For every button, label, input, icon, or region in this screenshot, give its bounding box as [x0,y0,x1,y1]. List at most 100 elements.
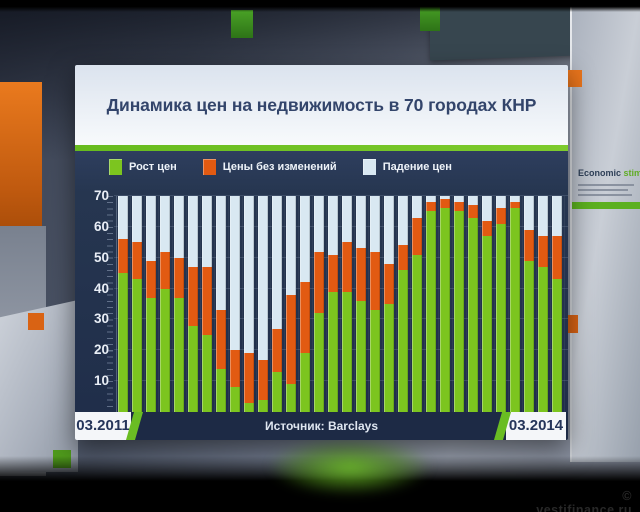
bar-segment-growth [496,223,506,412]
bar-segment-unchanged [146,260,156,298]
source-label: Источник: Barclays [264,419,378,433]
bar-segment-decline [216,196,226,311]
bar-segment-unchanged [482,220,492,237]
bar-segment-unchanged [188,266,198,326]
stacked-bar [118,196,128,412]
bar-segment-growth [426,211,436,412]
bar-segment-decline [230,196,240,351]
horizontal-gridline [114,195,568,196]
bar-segment-unchanged [468,205,478,218]
bar-segment-unchanged [286,294,296,385]
bg-orange-accent-left [28,313,44,330]
bar-segment-growth [146,297,156,412]
stacked-bar [412,196,422,412]
bar-segment-decline [286,196,296,295]
bar-segment-growth [440,208,450,412]
bg-right-panel-caption-accent: stimulus pa [623,168,640,178]
bar-segment-decline [118,196,128,240]
stacked-bar [384,196,394,412]
legend-item: Падение цен [362,159,452,175]
bar-segment-unchanged [202,266,212,335]
legend-swatch [362,159,376,175]
bar-segment-unchanged [552,236,562,280]
bar-segment-growth [118,273,128,412]
bar-segment-growth [468,217,478,412]
bar-segment-growth [132,279,142,412]
bar-segment-decline [552,196,562,237]
stacked-bar [132,196,142,412]
bar-segment-unchanged [216,310,226,369]
bar-segment-growth [482,236,492,412]
bar-segment-unchanged [118,239,128,274]
legend-label: Рост цен [129,161,177,173]
bg-right-panel-textline [578,184,634,186]
bar-segment-decline [510,196,520,203]
stacked-bar [370,196,380,412]
stacked-bar [454,196,464,412]
legend-label: Цены без изменений [222,161,337,173]
stacked-bar [440,196,450,412]
legend: Рост цен Цены без изменений Падение цен [109,159,478,175]
bar-segment-growth [552,279,562,412]
bg-right-panel-caption-primary: Economic [578,168,622,178]
y-axis-tick-label: 40 [93,280,109,296]
bar-segment-growth [202,334,212,412]
stacked-bar [398,196,408,412]
bar-segment-growth [510,208,520,412]
bar-segment-unchanged [160,251,170,289]
bar-segment-unchanged [342,242,352,292]
y-axis-tick-label: 20 [93,342,109,358]
stacked-bar [286,196,296,412]
legend-item: Цены без изменений [202,159,337,175]
bar-segment-unchanged [314,251,324,314]
bar-segment-growth [300,353,310,412]
stacked-bar [538,196,548,412]
bar-segment-unchanged [496,208,506,224]
bg-right-panel-textline [578,194,632,196]
horizontal-gridline [114,380,568,382]
bar-segment-decline [244,196,254,354]
bar-segment-decline [412,196,422,218]
bar-segment-unchanged [132,242,142,280]
horizontal-gridline [114,287,568,289]
bar-segment-growth [286,384,296,412]
stacked-bar [174,196,184,412]
stacked-bar [314,196,324,412]
stacked-bar [146,196,156,412]
bar-segment-growth [524,260,534,412]
bar-segment-growth [412,254,422,412]
stacked-bar [552,196,562,412]
bar-segment-growth [188,325,198,412]
bar-segment-growth [356,300,366,412]
chart-title: Динамика цен на недвижимость в 70 города… [106,94,537,115]
bar-segment-decline [300,196,310,283]
bar-segment-decline [342,196,352,243]
y-axis-tick-label: 50 [93,249,109,265]
chart-area: Рост цен Цены без изменений Падение цен 10… [75,151,568,412]
bar-segment-decline [454,196,464,203]
stacked-bar [356,196,366,412]
bar-segment-unchanged [300,282,310,354]
bar-segment-growth [384,304,394,412]
stacked-bar [426,196,436,412]
stacked-bar [342,196,352,412]
bar-segment-decline [496,196,506,209]
stacked-bar [468,196,478,412]
legend-swatch [202,159,216,175]
bg-right-panel-textline [578,189,628,191]
y-axis-minor-ticks [107,196,113,412]
bar-segment-decline [356,196,366,249]
bg-orange-panel-left [0,82,42,234]
bar-segment-growth [174,297,184,412]
bar-segment-growth [258,399,268,412]
stacked-bar [272,196,282,412]
bar-segment-decline [258,196,268,360]
stacked-bar [258,196,268,412]
bar-segment-decline [524,196,534,230]
y-axis-line [116,196,117,412]
bar-segment-unchanged [244,353,254,403]
bar-segment-decline [146,196,156,261]
bar-segment-unchanged [524,229,534,261]
top-letterbox [0,0,640,12]
bar-segment-decline [202,196,212,267]
